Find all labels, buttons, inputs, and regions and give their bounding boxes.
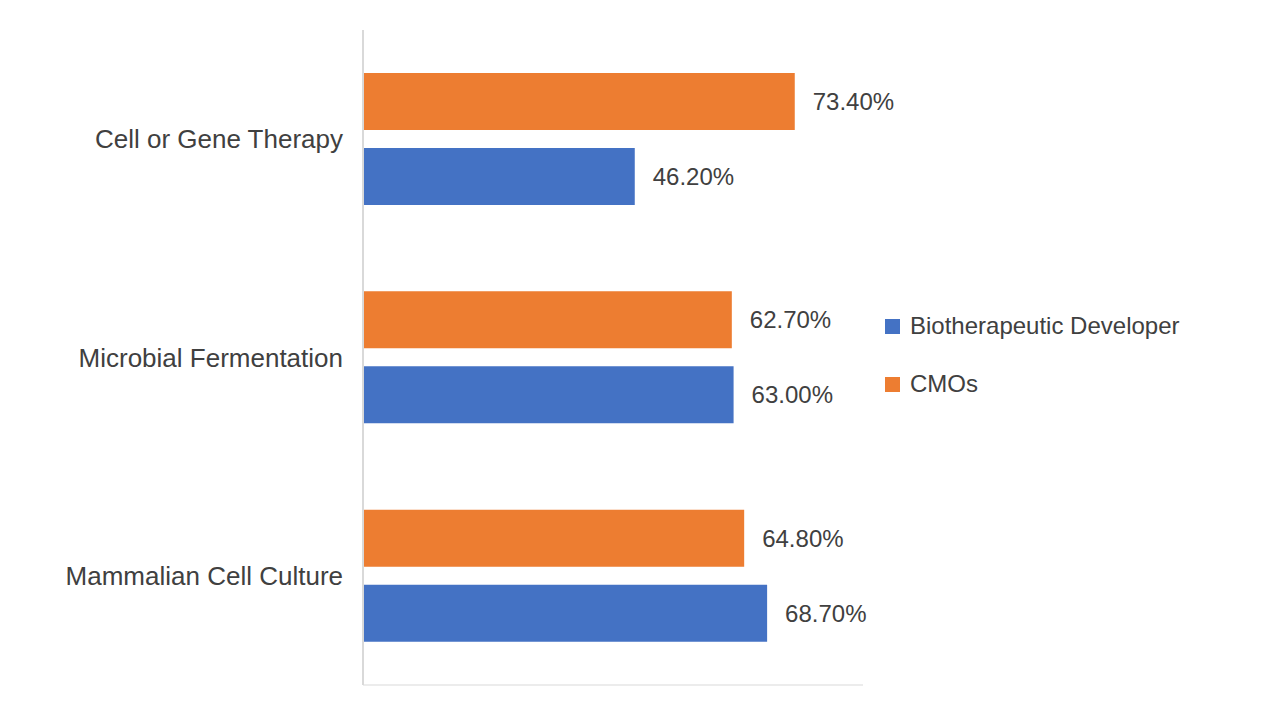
svg-text:73.40%: 73.40% <box>813 88 894 115</box>
html-text:Biotherapeutic Developer: Biotherapeutic Developer <box>910 312 1180 339</box>
svg-text:46.20%: 46.20% <box>653 163 734 190</box>
svg-text:Cell or Gene Therapy: Cell or Gene Therapy <box>95 124 343 154</box>
svg-text:68.70%: 68.70% <box>785 600 866 627</box>
svg-text:63.00%: 63.00% <box>752 381 833 408</box>
svg-text:62.70%: 62.70% <box>750 306 831 333</box>
svg-text:Mammalian Cell Culture: Mammalian Cell Culture <box>66 561 343 591</box>
html-text:CMOs: CMOs <box>910 370 978 397</box>
svg-text:64.80%: 64.80% <box>762 525 843 552</box>
svg-text:Microbial Fermentation: Microbial Fermentation <box>79 343 343 373</box>
